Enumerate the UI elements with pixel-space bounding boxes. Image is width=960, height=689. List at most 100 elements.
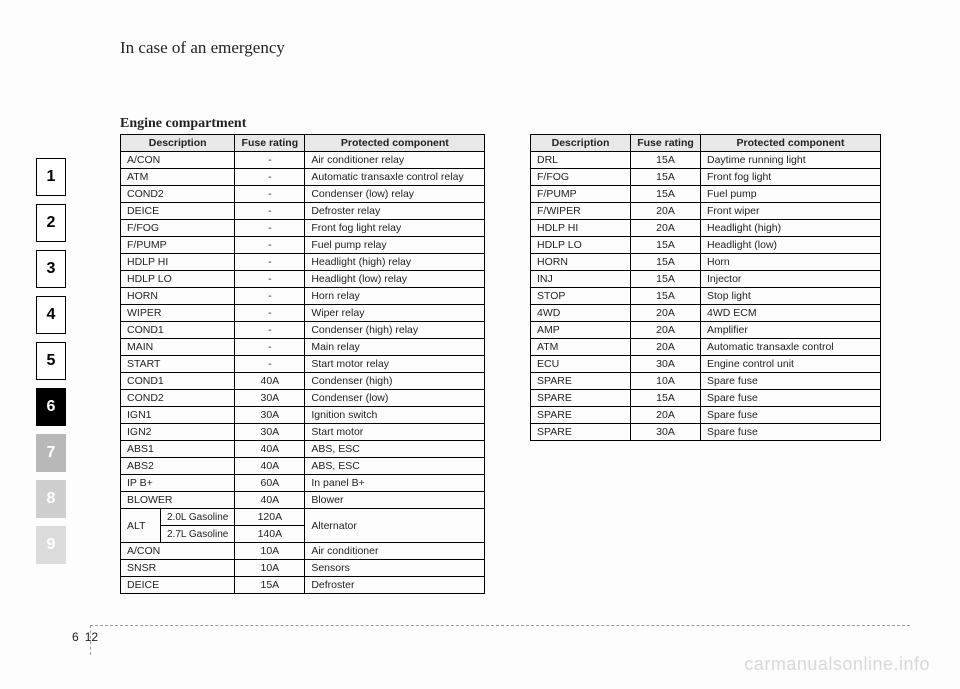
cell-description: SPARE [531, 390, 631, 407]
cell-rating: 20A [631, 203, 701, 220]
cell-component: Defroster relay [305, 203, 485, 220]
cell-component: ABS, ESC [305, 458, 485, 475]
cell-description: ATM [121, 169, 235, 186]
cell-component: Defroster [305, 577, 485, 594]
cell-description: ATM [531, 339, 631, 356]
table-row: COND140ACondenser (high) [121, 373, 485, 390]
cell-component: Injector [701, 271, 881, 288]
cell-rating: - [235, 152, 305, 169]
cell-component: Condenser (low) relay [305, 186, 485, 203]
cell-component: Automatic transaxle control [701, 339, 881, 356]
cell-rating: 15A [631, 152, 701, 169]
cell-rating: 30A [631, 356, 701, 373]
cell-component: In panel B+ [305, 475, 485, 492]
table-right-body: DRL15ADaytime running lightF/FOG15AFront… [531, 152, 881, 441]
cell-description: F/PUMP [531, 186, 631, 203]
table-row: F/FOG-Front fog light relay [121, 220, 485, 237]
cell-rating: 40A [235, 373, 305, 390]
table-row: ALT2.0L Gasoline120AAlternator [121, 509, 485, 526]
cell-description: WIPER [121, 305, 235, 322]
cell-description: STOP [531, 288, 631, 305]
table-row: IGN230AStart motor [121, 424, 485, 441]
footer-divider [90, 625, 910, 626]
cell-rating: - [235, 271, 305, 288]
tab-9: 9 [36, 526, 66, 564]
cell-rating: 20A [631, 322, 701, 339]
cell-description: ABS1 [121, 441, 235, 458]
table-row: SNSR10ASensors [121, 560, 485, 577]
cell-component: Front fog light relay [305, 220, 485, 237]
col-fuse-rating: Fuse rating [631, 135, 701, 152]
col-protected: Protected component [701, 135, 881, 152]
cell-rating: 20A [631, 339, 701, 356]
cell-rating: 15A [235, 577, 305, 594]
cell-description: HORN [121, 288, 235, 305]
cell-rating: 30A [235, 424, 305, 441]
table-row: COND2-Condenser (low) relay [121, 186, 485, 203]
cell-rating: - [235, 356, 305, 373]
cell-rating: - [235, 186, 305, 203]
cell-rating: 10A [235, 543, 305, 560]
cell-description: COND2 [121, 186, 235, 203]
tab-7: 7 [36, 434, 66, 472]
tab-3: 3 [36, 250, 66, 288]
cell-rating: 20A [631, 305, 701, 322]
table-row: A/CON10AAir conditioner [121, 543, 485, 560]
cell-description: F/PUMP [121, 237, 235, 254]
cell-component: Fuel pump [701, 186, 881, 203]
cell-description: SPARE [531, 373, 631, 390]
cell-description: SPARE [531, 424, 631, 441]
cell-description: HDLP HI [531, 220, 631, 237]
cell-component: Amplifier [701, 322, 881, 339]
table-row: ATM-Automatic transaxle control relay [121, 169, 485, 186]
table-row: SPARE15ASpare fuse [531, 390, 881, 407]
table-row: ABS140AABS, ESC [121, 441, 485, 458]
table-row: F/PUMP-Fuel pump relay [121, 237, 485, 254]
cell-description: ABS2 [121, 458, 235, 475]
table-row: DRL15ADaytime running light [531, 152, 881, 169]
cell-component: Engine control unit [701, 356, 881, 373]
cell-description: ECU [531, 356, 631, 373]
cell-description: HORN [531, 254, 631, 271]
table-row: ATM20AAutomatic transaxle control [531, 339, 881, 356]
cell-sub: 2.7L Gasoline [161, 526, 235, 543]
cell-rating: 140A [235, 526, 305, 543]
cell-component: Automatic transaxle control relay [305, 169, 485, 186]
cell-component: Spare fuse [701, 390, 881, 407]
cell-component: Air conditioner relay [305, 152, 485, 169]
cell-rating: - [235, 220, 305, 237]
cell-component: 4WD ECM [701, 305, 881, 322]
table-row: HDLP HI-Headlight (high) relay [121, 254, 485, 271]
table-row: HORN15AHorn [531, 254, 881, 271]
cell-rating: 30A [631, 424, 701, 441]
table-row: SPARE10ASpare fuse [531, 373, 881, 390]
cell-description: DEICE [121, 577, 235, 594]
table-row: F/FOG15AFront fog light [531, 169, 881, 186]
tab-2: 2 [36, 204, 66, 242]
page-number: 6 12 [72, 630, 98, 644]
cell-rating: 15A [631, 186, 701, 203]
page-no: 12 [85, 630, 98, 644]
cell-rating: 15A [631, 237, 701, 254]
cell-description: F/FOG [531, 169, 631, 186]
table-row: SPARE30ASpare fuse [531, 424, 881, 441]
cell-component: Headlight (low) [701, 237, 881, 254]
table-row: HDLP LO15AHeadlight (low) [531, 237, 881, 254]
cell-rating: 40A [235, 492, 305, 509]
cell-rating: 15A [631, 390, 701, 407]
cell-rating: 15A [631, 169, 701, 186]
table-row: HDLP LO-Headlight (low) relay [121, 271, 485, 288]
page-header: In case of an emergency [120, 38, 285, 58]
table-row: ECU30AEngine control unit [531, 356, 881, 373]
chapter-number: 6 [72, 630, 79, 644]
cell-rating: 10A [235, 560, 305, 577]
cell-description: 4WD [531, 305, 631, 322]
cell-rating: - [235, 237, 305, 254]
tab-1: 1 [36, 158, 66, 196]
cell-description: AMP [531, 322, 631, 339]
cell-component: Front wiper [701, 203, 881, 220]
col-protected: Protected component [305, 135, 485, 152]
cell-component: Headlight (high) [701, 220, 881, 237]
cell-rating: 60A [235, 475, 305, 492]
cell-component: Condenser (low) [305, 390, 485, 407]
